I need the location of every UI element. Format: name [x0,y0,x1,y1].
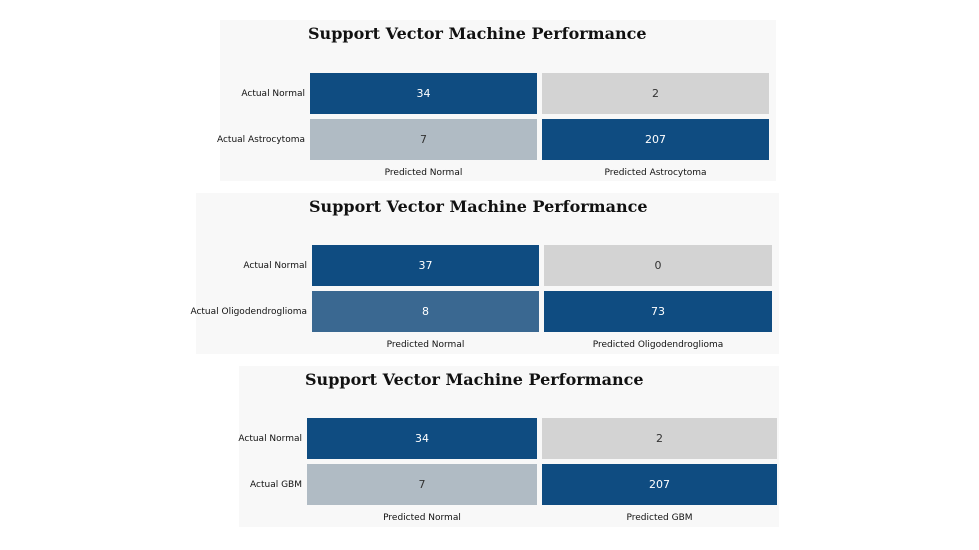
matrix-cell: 34 [310,73,537,114]
matrix-cell: 207 [542,464,777,505]
column-label: Predicted Oligodendroglioma [592,340,724,350]
column-label: Predicted Normal [386,340,465,350]
column-label: Predicted GBM [626,513,693,523]
row-label: Actual Normal [241,88,305,99]
matrix-cell: 7 [307,464,537,505]
matrix-cell: 34 [307,418,537,459]
matrix-cell: 2 [542,418,777,459]
column-label: Predicted Normal [384,168,463,178]
chart-title: Support Vector Machine Performance [309,197,648,216]
matrix-cell: 0 [544,245,772,286]
row-label: Actual GBM [250,479,302,490]
column-label: Predicted Normal [383,513,461,523]
chart-title: Support Vector Machine Performance [308,24,647,43]
matrix-cell: 37 [312,245,539,286]
matrix-cell: 207 [542,119,769,160]
matrix-cell: 8 [312,291,539,332]
column-label: Predicted Astrocytoma [604,168,707,178]
row-label: Actual Normal [238,433,302,444]
row-label: Actual Normal [243,260,307,271]
chart-title: Support Vector Machine Performance [305,370,644,389]
matrix-cell: 73 [544,291,772,332]
matrix-cell: 2 [542,73,769,114]
row-label: Actual Astrocytoma [216,134,305,145]
matrix-cell: 7 [310,119,537,160]
row-label: Actual Oligodendroglioma [190,306,307,317]
